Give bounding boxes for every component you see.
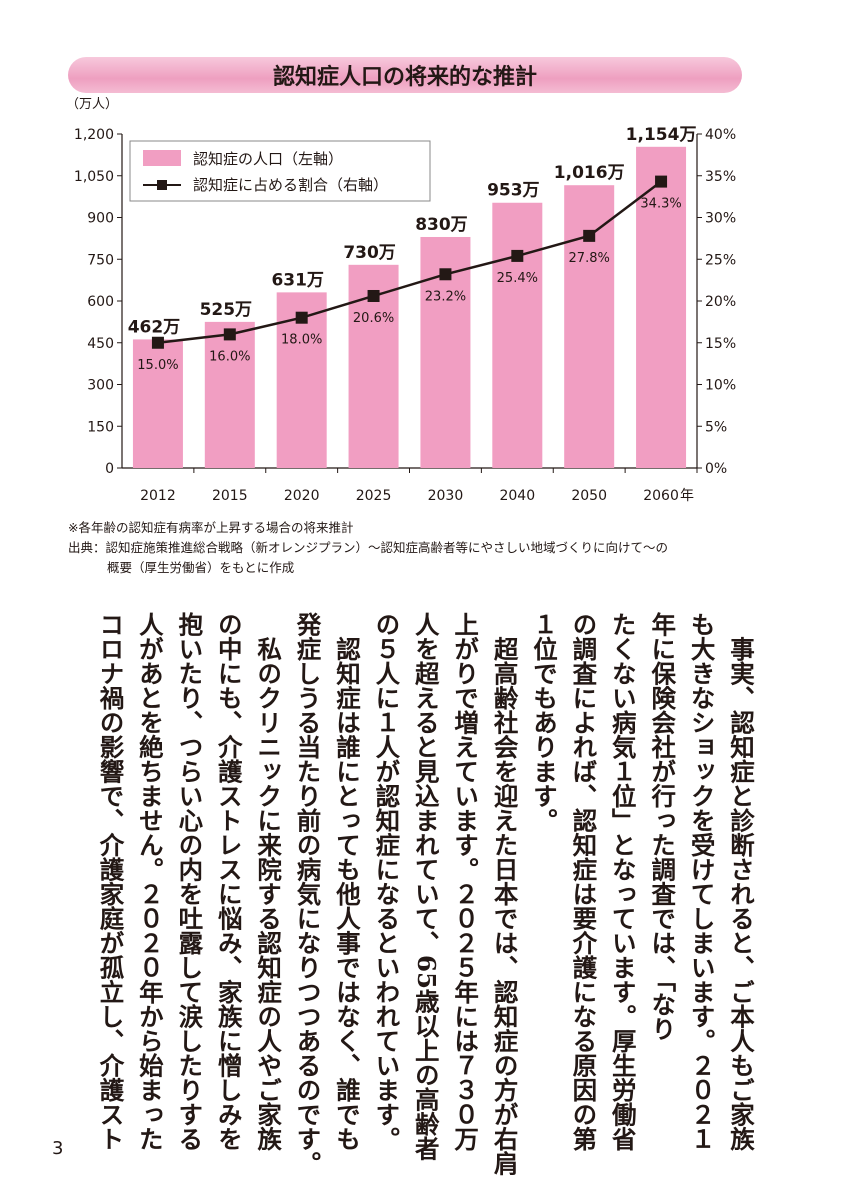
chart-notes: ※各年齢の認知症有病率が上昇する場合の将来推計 出典：認知症施策推進総合戦略（新… xyxy=(68,518,668,578)
ratio-marker xyxy=(655,175,668,188)
bar-value-label: 1,016万 xyxy=(554,163,625,183)
ratio-value-label: 34.3% xyxy=(640,197,681,212)
ratio-value-label: 20.6% xyxy=(353,311,394,326)
right-tick-label: 0% xyxy=(705,461,727,477)
ratio-value-label: 16.0% xyxy=(209,349,250,364)
ratio-marker xyxy=(223,328,236,341)
right-tick-label: 25% xyxy=(705,252,736,268)
left-tick-label: 150 xyxy=(87,419,114,435)
chart-title: 認知症人口の将来的な推計 xyxy=(272,65,537,90)
ratio-marker xyxy=(583,229,596,242)
legend-bar-label: 認知症の人口（左軸） xyxy=(193,150,343,168)
right-tick-label: 5% xyxy=(705,419,727,435)
bar-value-label: 953万 xyxy=(487,181,540,201)
bar-value-label: 730万 xyxy=(343,243,396,263)
dementia-population-chart: （万人） 0 150 300 450 600 750 900 1,050 1,200 0% 5% 10%… xyxy=(66,97,736,504)
ratio-value-label: 23.2% xyxy=(425,289,466,304)
bar xyxy=(204,321,255,468)
text-column: 人を超えると見込まれていて、65歳以上の高齢者 xyxy=(411,612,441,1161)
ratio-line xyxy=(157,180,662,344)
text-column: の５人に１人が認知症になるといわれています。 xyxy=(372,612,402,1151)
x-tick-label: 2020 xyxy=(284,488,320,504)
x-tick-label: 2030 xyxy=(428,488,464,504)
legend-line-marker xyxy=(157,180,167,190)
bar xyxy=(132,339,183,468)
text-column: 年に保険会社が行った調査では、「なり xyxy=(648,612,678,1041)
x-tick-label: 2015 xyxy=(212,488,248,504)
right-tick-label: 10% xyxy=(705,378,736,394)
bar xyxy=(636,146,687,468)
text-column: 超高齢社会を迎えた日本では、認知症の方が右肩 xyxy=(490,612,520,1176)
chart-title-banner: 認知症人口の将来的な推計 xyxy=(68,57,742,93)
left-tick-label: 300 xyxy=(87,378,114,394)
text-column: コロナ禍の影響で、介護家庭が孤立し、介護スト xyxy=(96,612,126,1151)
ratio-value-label: 15.0% xyxy=(137,358,178,373)
left-tick-label: 0 xyxy=(105,461,114,477)
left-tick-label: 450 xyxy=(87,336,114,352)
ratio-marker xyxy=(367,289,380,302)
ratio-marker xyxy=(439,268,452,281)
right-tick-label: 35% xyxy=(705,169,736,185)
x-axis-suffix: 年 xyxy=(680,488,694,504)
x-tick-label: 2040 xyxy=(499,488,535,504)
legend-bar-swatch xyxy=(143,150,181,166)
left-tick-label: 750 xyxy=(87,252,114,268)
left-tick-label: 1,200 xyxy=(74,127,114,143)
text-column: １位でもあります。 xyxy=(529,612,559,833)
ratio-value-label: 25.4% xyxy=(497,271,538,286)
bar xyxy=(492,202,543,468)
text-column: たくない病気１位」となっています。厚生労働省 xyxy=(608,612,638,1151)
bar-value-label: 830万 xyxy=(415,215,468,235)
text-column: 認知症は誰にとっても他人事ではなく、誰でも xyxy=(332,612,362,1152)
ratio-marker xyxy=(151,336,164,349)
right-tick-label: 15% xyxy=(705,336,736,352)
text-column: 人があとを絶ちません。２０２０年から始まった xyxy=(135,612,165,1151)
ratio-marker xyxy=(295,311,308,324)
right-tick-label: 40% xyxy=(705,127,736,143)
left-tick-label: 900 xyxy=(87,211,114,227)
text-column: 抱いたり、つらい心の内を吐露して涙したりする xyxy=(175,612,205,1151)
x-tick-label: 2050 xyxy=(571,488,607,504)
ratio-marker xyxy=(511,249,524,262)
bar-value-label: 631万 xyxy=(271,270,324,290)
text-column: 私のクリニックに来院する認知症の人やご家族 xyxy=(254,612,284,1152)
bar xyxy=(564,185,615,469)
text-column: の調査によれば、認知症は要介護になる原因の第 xyxy=(569,612,599,1151)
vertical-body-text: 事実、認知症と診断されると、ご本人もご家族 も大きなショックを受けてしまいます。２… xyxy=(91,612,761,1176)
text-column: 上がりで増えています。２０２５年には７３０万 xyxy=(451,612,481,1151)
x-tick-label: 2060 xyxy=(643,488,679,504)
right-tick-label: 20% xyxy=(705,294,736,310)
x-tick-label: 2012 xyxy=(140,488,176,504)
text-column: 発症しうる当たり前の病気になりつつあるのです。 xyxy=(293,612,323,1176)
left-tick-label: 600 xyxy=(87,294,114,310)
left-tick-label: 1,050 xyxy=(74,169,114,185)
page-number: 3 xyxy=(52,1138,64,1159)
right-tick-label: 30% xyxy=(705,211,736,227)
source-line-2: 概要（厚生労働省）をもとに作成 xyxy=(107,560,295,575)
text-column: の中にも、介護ストレスに悩み、家族に憎しみを xyxy=(214,612,244,1151)
text-column: 事実、認知症と診断されると、ご本人もご家族 xyxy=(727,612,756,1152)
estimate-note: ※各年齢の認知症有病率が上昇する場合の将来推計 xyxy=(68,520,354,535)
x-tick-label: 2025 xyxy=(356,488,392,504)
ratio-value-label: 18.0% xyxy=(281,333,322,348)
left-axis-unit: （万人） xyxy=(66,97,118,112)
legend-line-label: 認知症に占める割合（右軸） xyxy=(193,176,388,194)
source-line-1: 出典：認知症施策推進総合戦略（新オレンジプラン）〜認知症高齢者等にやさしい地域づ… xyxy=(68,540,669,555)
bar-value-label: 525万 xyxy=(200,300,253,320)
ratio-value-label: 27.8% xyxy=(569,251,610,266)
bar-value-label: 462万 xyxy=(128,317,181,337)
bar-value-label: 1,154万 xyxy=(626,125,697,145)
text-column: も大きなショックを受けてしまいます。２０２１ xyxy=(687,612,717,1151)
